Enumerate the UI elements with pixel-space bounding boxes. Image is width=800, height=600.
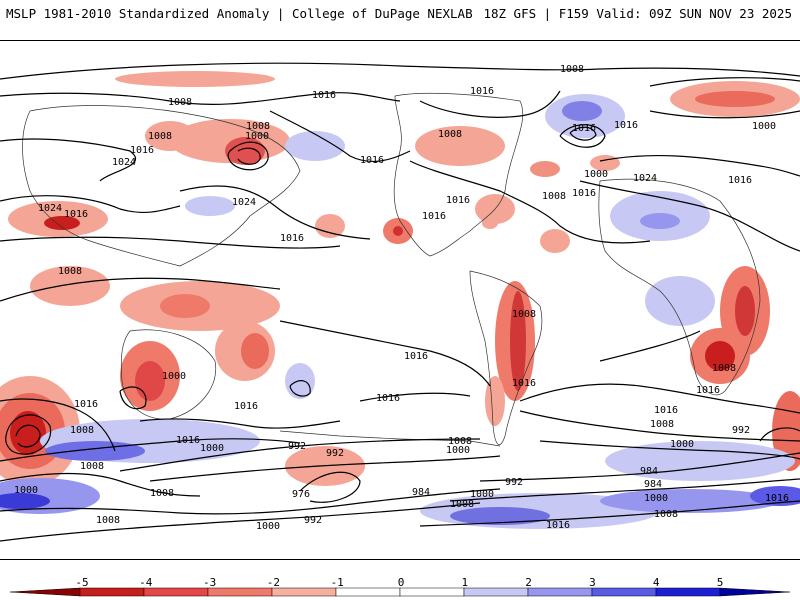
isobar-label: 992 bbox=[304, 515, 322, 526]
colorbar-segment bbox=[335, 587, 401, 597]
isobar-label: 1008 bbox=[96, 515, 120, 526]
colorbar-segment bbox=[79, 587, 145, 597]
isobar-label: 1008 bbox=[450, 499, 474, 510]
isobar-label: 1008 bbox=[148, 131, 172, 142]
isobar-label: 1016 bbox=[280, 233, 304, 244]
isobar-label: 1016 bbox=[512, 378, 536, 389]
isobar-label: 1008 bbox=[150, 488, 174, 499]
isobar-label: 992 bbox=[288, 441, 306, 452]
isobar-label: 1016 bbox=[654, 405, 678, 416]
isobar-label: 1024 bbox=[112, 157, 136, 168]
isobar-label: 1008 bbox=[650, 419, 674, 430]
isobar-label: 1008 bbox=[512, 309, 536, 320]
colorbar-arrow-right bbox=[719, 587, 791, 597]
isobar-label: 1008 bbox=[542, 191, 566, 202]
colorbar-tick-label: 2 bbox=[525, 576, 532, 589]
isobar-label: 1000 bbox=[584, 169, 608, 180]
isobar-label: 984 bbox=[640, 466, 658, 477]
isobar-label: 1008 bbox=[654, 509, 678, 520]
isobar-label: 1016 bbox=[74, 399, 98, 410]
isobar-label: 1008 bbox=[560, 64, 584, 75]
colorbar-segment bbox=[591, 587, 657, 597]
colorbar-tick-label: 5 bbox=[716, 576, 724, 589]
colorbar-segment bbox=[271, 587, 337, 597]
colorbar-tick-label: 3 bbox=[589, 576, 596, 589]
isobar-label: 1016 bbox=[64, 209, 88, 220]
isobar-label: 992 bbox=[505, 477, 523, 488]
isobar-label: 1016 bbox=[470, 86, 494, 97]
isobar-label: 1024 bbox=[232, 197, 256, 208]
isobar-label: 1016 bbox=[572, 188, 596, 199]
run-info: 18Z GFS | F159 Valid: 09Z SUN NOV 23 202… bbox=[483, 6, 792, 21]
colorbar-segment bbox=[463, 587, 529, 597]
isobar-label: 1016 bbox=[404, 351, 428, 362]
isobar-label: 1008 bbox=[80, 461, 104, 472]
header: MSLP 1981-2010 Standardized Anomaly | Co… bbox=[0, 0, 800, 34]
isobar-label: 1008 bbox=[58, 266, 82, 277]
isobar-label: 1008 bbox=[712, 363, 736, 374]
colorbar-tick-label: 4 bbox=[652, 576, 660, 589]
isobar-label: 992 bbox=[326, 448, 344, 459]
isobar-label: 1000 bbox=[162, 371, 186, 382]
isobar-label: 1016 bbox=[422, 211, 446, 222]
isobar-label: 1024 bbox=[633, 173, 657, 184]
isobar-label: 992 bbox=[732, 425, 750, 436]
isobar-label: 1000 bbox=[200, 443, 224, 454]
colorbar bbox=[9, 587, 791, 597]
isobar-label: 1008 bbox=[448, 436, 472, 447]
colorbar-tick-label: -1 bbox=[330, 576, 344, 589]
isobar-label: 1016 bbox=[696, 385, 720, 396]
isobar-label: 1008 bbox=[70, 425, 94, 436]
colorbar-segment bbox=[399, 587, 465, 597]
isobar-label: 1016 bbox=[176, 435, 200, 446]
isobar-label: 1000 bbox=[644, 493, 668, 504]
isobar-label: 1000 bbox=[245, 131, 269, 142]
colorbar-segment bbox=[143, 587, 209, 597]
isobar-label: 1024 bbox=[38, 203, 62, 214]
map-title: MSLP 1981-2010 Standardized Anomaly | Co… bbox=[6, 6, 473, 21]
colorbar-tick-label: -4 bbox=[139, 576, 153, 589]
isobar-label: 1016 bbox=[765, 493, 789, 504]
anomaly-map[interactable]: 1008 1016 1008 1024 1016 1000 1008 1016 … bbox=[0, 40, 800, 560]
isobar-label: 1000 bbox=[446, 445, 470, 456]
isobar-label: 1016 bbox=[376, 393, 400, 404]
isobar-label: 1016 bbox=[312, 90, 336, 101]
isobar-contours bbox=[0, 62, 800, 542]
isobar-labels: 1008 1016 1008 1024 1016 1000 1008 1016 … bbox=[14, 64, 789, 532]
isobar-label: 1016 bbox=[446, 195, 470, 206]
map-canvas: 1008 1016 1008 1024 1016 1000 1008 1016 … bbox=[0, 62, 800, 542]
isobar-label: 1000 bbox=[14, 485, 38, 496]
positive-anomaly-fills bbox=[0, 94, 800, 529]
colorbar-segment bbox=[207, 587, 273, 597]
isobar-label: 1016 bbox=[728, 175, 752, 186]
isobar-label: 1000 bbox=[752, 121, 776, 132]
isobar-label: 984 bbox=[412, 487, 430, 498]
colorbar-tick-label: -3 bbox=[202, 576, 217, 589]
isobar-label: 1008 bbox=[246, 121, 270, 132]
isobar-label: 1016 bbox=[572, 123, 596, 134]
isobar-label: 984 bbox=[644, 479, 662, 490]
colorbar-segments bbox=[79, 587, 721, 597]
isobar-label: 1016 bbox=[614, 120, 638, 131]
isobar-label: 1008 bbox=[168, 97, 192, 108]
isobar-label: 1000 bbox=[256, 521, 280, 532]
colorbar-tick-label: 1 bbox=[461, 576, 469, 589]
colorbar-tick-label: 0 bbox=[397, 576, 405, 589]
isobar-label: 1016 bbox=[546, 520, 570, 531]
isobar-label: 1016 bbox=[130, 145, 154, 156]
colorbar-segment bbox=[527, 587, 593, 597]
isobar-label: 1000 bbox=[670, 439, 694, 450]
isobar-label: 976 bbox=[292, 489, 310, 500]
colorbar-tick-label: -2 bbox=[266, 576, 281, 589]
isobar-label: 1016 bbox=[234, 401, 258, 412]
colorbar-tick-label: -5 bbox=[75, 576, 89, 589]
isobar-label: 1016 bbox=[360, 155, 384, 166]
isobar-label: 1000 bbox=[470, 489, 494, 500]
colorbar-segment bbox=[655, 587, 721, 597]
isobar-label: 1008 bbox=[438, 129, 462, 140]
colorbar-arrow-left bbox=[9, 587, 81, 597]
